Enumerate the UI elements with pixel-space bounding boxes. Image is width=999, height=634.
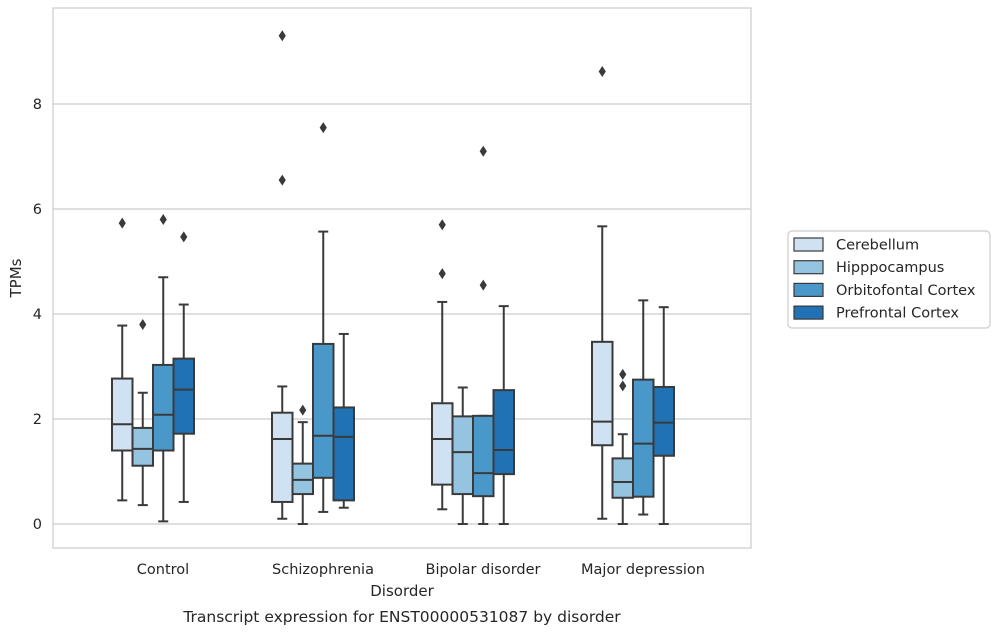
iqr-box [291, 462, 314, 496]
legend-label: Orbitofontal Cortex [836, 283, 976, 299]
box-series [111, 30, 675, 525]
outlier-point [299, 404, 307, 416]
x-tick-label: Control [137, 562, 189, 578]
x-axis-label: Disorder [370, 582, 434, 600]
legend-label: Hipppocampus [836, 260, 944, 276]
y-tick-label: 8 [33, 97, 42, 113]
y-tick-label: 6 [33, 202, 42, 218]
y-axis-label: TPMs [7, 258, 25, 298]
box-prefrontal-cortex [332, 332, 355, 509]
legend: Cerebellum Hipppocampus Orbitofontal Corte… [787, 230, 991, 329]
y-tick-label: 4 [33, 307, 42, 323]
iqr-box [312, 342, 335, 479]
legend-swatch [793, 237, 824, 252]
x-tick-label: Schizophrenia [272, 562, 374, 578]
outlier-point [479, 279, 487, 291]
iqr-box [591, 340, 614, 447]
box-hipppocampus [291, 404, 314, 525]
iqr-box [431, 402, 454, 486]
x-tick-label: Major depression [581, 562, 705, 578]
outlier-point [159, 214, 167, 225]
iqr-box [172, 357, 195, 435]
box-cerebellum [591, 65, 614, 520]
x-tick-label: Bipolar disorder [426, 562, 541, 578]
x-tick-labels: Control Schizophrenia Bipolar disorder Majo… [137, 562, 705, 578]
outlier-point [180, 231, 188, 243]
iqr-box [131, 426, 154, 467]
legend-label: Prefrontal Cortex [836, 306, 959, 322]
outlier-point [118, 217, 126, 229]
box-hipppocampus [451, 386, 474, 525]
box-prefrontal-cortex [652, 306, 675, 525]
iqr-box [611, 457, 634, 499]
outlier-point [319, 122, 327, 134]
iqr-box [111, 377, 134, 452]
box-cerebellum [431, 219, 454, 511]
box-prefrontal-cortex [172, 231, 195, 503]
legend-swatch [793, 282, 824, 297]
box-orbitofontal-cortex [472, 145, 495, 525]
outlier-point [438, 268, 446, 280]
iqr-box [271, 411, 294, 503]
outlier-point [278, 174, 286, 186]
y-tick-labels: 0 2 4 6 8 [33, 97, 42, 533]
box-cerebellum [111, 217, 134, 502]
outlier-point [438, 219, 446, 231]
outlier-point [598, 65, 606, 77]
y-tick-label: 0 [33, 517, 42, 533]
outlier-point [479, 145, 487, 157]
outlier-point [619, 368, 627, 380]
chart-caption: Transcript expression for ENST0000053108… [182, 608, 621, 626]
iqr-box [652, 385, 675, 457]
outlier-point [278, 30, 286, 42]
iqr-box [451, 415, 474, 496]
box-prefrontal-cortex [492, 305, 515, 525]
legend-swatch [793, 305, 824, 320]
iqr-box [472, 414, 495, 498]
box-cerebellum [271, 30, 294, 520]
iqr-box [332, 406, 355, 502]
outlier-point [619, 380, 627, 392]
box-orbitofontal-cortex [632, 299, 655, 516]
iqr-box [632, 378, 655, 498]
iqr-box [152, 363, 175, 452]
legend-frame [787, 230, 991, 329]
iqr-box [492, 389, 515, 476]
legend-swatch [793, 260, 824, 275]
y-tick-label: 2 [33, 412, 42, 428]
legend-label: Cerebellum [836, 238, 919, 254]
outlier-point [139, 319, 147, 330]
